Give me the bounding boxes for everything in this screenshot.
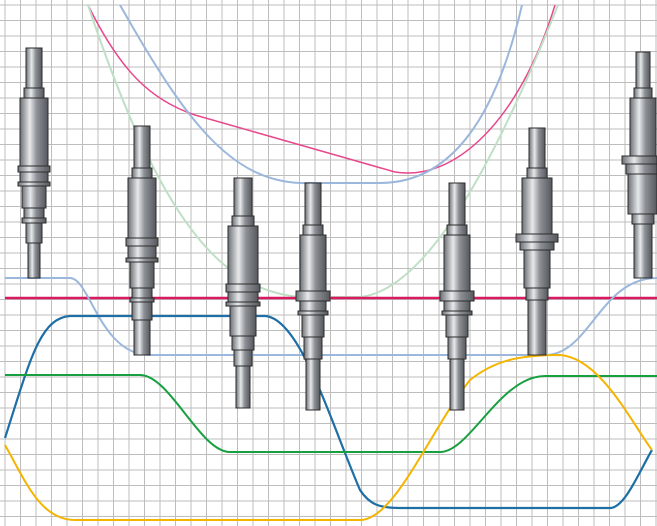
pin-segment [296,291,330,301]
pin-segment [300,301,326,311]
pin-segment [528,300,546,355]
pin-segment [132,288,152,298]
pin-segment [228,226,258,284]
pin-segment [442,311,472,315]
pin-segment [444,301,470,311]
pin-segment [236,366,250,408]
pin-segment [446,315,468,337]
pin-segment [226,284,260,292]
pin-segment [440,291,474,301]
pin-segment [304,337,322,359]
pin-segment [448,337,466,359]
pin-segment [632,214,654,224]
pin-segment [128,246,156,258]
pin-segment [230,306,256,336]
pin-segment [450,359,464,410]
pin-segment [20,172,48,182]
pin-segment [306,359,320,410]
pin-segment [630,98,656,156]
pin-segment [626,164,657,174]
pin-segment [126,238,158,246]
pin-segment [302,315,324,337]
pin-segment [130,262,154,288]
pin-segment [634,224,652,278]
pin-segment [226,302,260,306]
pin-segment [444,235,470,291]
pin-segment [24,88,44,98]
pin-segment [524,250,550,288]
pin-segment [522,178,552,234]
pin-segment [22,186,46,208]
pin-segment [622,156,657,164]
pin-segment [18,182,50,186]
pin-segment [232,216,254,226]
pin-segment [128,178,156,238]
pin-segment [520,242,554,250]
pin-segment [130,298,154,302]
pin-segment [636,52,650,88]
pin-segment [24,208,44,218]
pin-segment [526,288,548,300]
pin-segment [126,258,158,262]
pin-segment [305,183,321,225]
pin-segment [298,311,328,315]
pin-segment [234,350,252,366]
pin-segment [28,243,40,278]
pin-segment [447,225,467,235]
pin-segment [234,178,252,216]
pin-segment [300,235,326,291]
pin-segment [26,48,42,88]
pin-segment [228,292,258,302]
pin-segment [132,168,152,178]
pin-segment [232,336,254,350]
pin-segment [134,126,150,168]
pin-segment [22,218,46,223]
pin-segment [26,223,42,243]
pin-segment [628,174,657,214]
pin-segment [529,128,545,168]
pin-segment [134,320,150,355]
pin-segment [516,234,558,242]
pin-segment [527,168,547,178]
pin-segment [20,98,48,166]
pin-segment [303,225,323,235]
pin-segment [634,88,652,98]
pin-segment [132,302,152,320]
pin-segment [449,183,465,225]
pin-segment [18,166,50,172]
